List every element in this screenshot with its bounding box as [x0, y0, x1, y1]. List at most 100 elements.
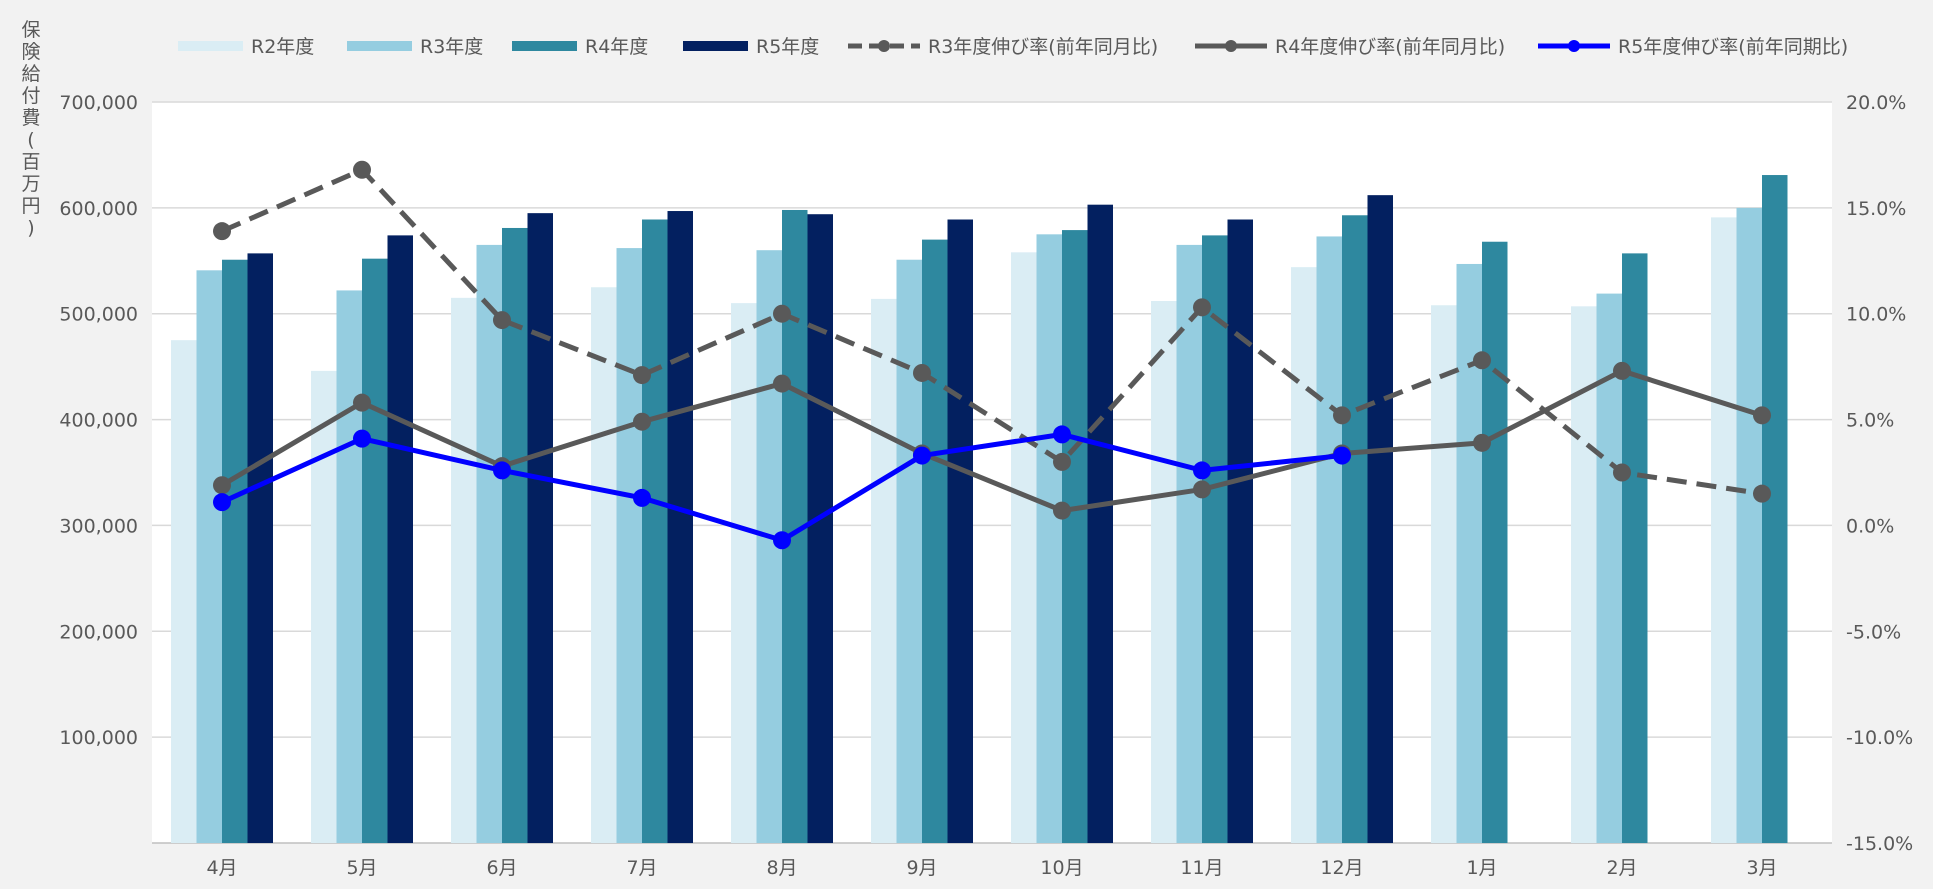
bar: [922, 239, 948, 844]
y-axis-label-char: (: [27, 129, 34, 151]
line-point: [1053, 452, 1071, 471]
y-tick-label: 400,000: [59, 410, 138, 432]
line-point: [213, 476, 231, 495]
y-tick-label: 300,000: [59, 515, 138, 537]
bar: [616, 248, 642, 843]
legend-marker: [878, 40, 890, 52]
series-line: [220, 167, 1763, 497]
legend-label: R3年度: [420, 36, 483, 58]
y-axis-right: -15.0% -10.0% -5.0% 0.0% 5.0% 10.0% 15.0% 20.0%: [1846, 92, 1913, 855]
legend-label: R2年度: [251, 36, 314, 58]
y-tick-label: 200,000: [59, 621, 138, 643]
bar: [1316, 236, 1342, 843]
y-axis-label-char: ): [27, 217, 34, 239]
bar: [171, 340, 197, 843]
bar: [502, 227, 528, 844]
bar: [642, 219, 668, 843]
legend-marker: [1225, 40, 1237, 52]
y-axis-label-char: 万: [21, 173, 40, 195]
line-point: [213, 222, 231, 241]
bar: [667, 211, 693, 844]
line-point: [1193, 461, 1211, 480]
legend-swatch: [178, 41, 243, 51]
line-series: [213, 160, 1771, 550]
line-point: [353, 160, 371, 179]
y-axis-label-char: 付: [21, 85, 40, 107]
y-tick-label: 600,000: [59, 198, 138, 220]
bar: [476, 244, 502, 843]
x-axis: 4月 5月 6月 7月 8月 9月 10月 11月 12月 1月 2月 3月: [206, 857, 1777, 879]
x-tick-label: 5月: [346, 857, 377, 879]
bar: [1456, 263, 1482, 843]
x-tick-label: 10月: [1040, 857, 1083, 879]
legend-label: R5年度伸び率(前年同期比): [1618, 36, 1848, 58]
y-tick-label: 100,000: [59, 727, 138, 749]
x-tick-label: 2月: [1606, 857, 1637, 879]
line-point: [353, 393, 371, 412]
bar: [527, 213, 553, 843]
line-point: [1193, 298, 1211, 317]
legend-label: R3年度伸び率(前年同月比): [928, 36, 1158, 58]
bar: [1711, 217, 1737, 844]
legend-label: R4年度伸び率(前年同月比): [1275, 36, 1505, 58]
bar: [731, 303, 757, 844]
x-tick-label: 8月: [766, 857, 797, 879]
legend-swatch: [683, 41, 748, 51]
bar: [591, 287, 617, 843]
bar: [1291, 267, 1317, 843]
line-point: [493, 461, 511, 480]
line-point: [913, 446, 931, 465]
y-axis-label-char: 保: [21, 19, 40, 41]
line-point: [633, 366, 651, 385]
y2-tick-label: 0.0%: [1846, 515, 1894, 537]
line-point: [1193, 480, 1211, 499]
series-line: [220, 368, 1763, 514]
x-tick-label: 6月: [486, 857, 517, 879]
bar: [1062, 230, 1088, 843]
y2-tick-label: -10.0%: [1846, 727, 1913, 749]
bar: [1596, 293, 1622, 843]
bar: [362, 258, 388, 843]
bar: [1202, 235, 1228, 843]
bar: [1762, 175, 1788, 843]
bar: [1431, 305, 1457, 843]
bar: [387, 235, 413, 843]
bar: [1367, 195, 1393, 843]
bar: [896, 259, 922, 843]
line-point: [773, 531, 791, 550]
line-point: [1053, 501, 1071, 520]
bar: [1482, 241, 1508, 843]
bar: [807, 214, 833, 844]
line-point: [1333, 446, 1351, 465]
bar: [1036, 234, 1062, 844]
plot-area: [152, 102, 1832, 843]
bar: [1176, 244, 1202, 843]
legend-marker: [1568, 40, 1580, 52]
y-axis-left: 100,000 200,000 300,000 400,000 500,000 600,0…: [59, 92, 138, 749]
bar: [871, 298, 897, 843]
legend: R2年度 R3年度 R4年度 R5年度 R3年度伸び率(前年同月比) R4年度伸び率(前年…: [178, 36, 1848, 58]
y-axis-label-char: 費: [21, 107, 40, 129]
line-point: [1333, 406, 1351, 425]
bar: [1736, 207, 1762, 843]
y-tick-label: 500,000: [59, 304, 138, 326]
x-tick-label: 12月: [1320, 857, 1363, 879]
line-point: [773, 374, 791, 393]
line-point: [633, 488, 651, 507]
y2-tick-label: -15.0%: [1846, 833, 1913, 855]
bar: [1622, 253, 1648, 843]
bar: [247, 253, 273, 843]
y-axis-label-char: 百: [21, 151, 40, 173]
legend-swatch: [512, 41, 577, 51]
bar: [336, 290, 362, 843]
y2-tick-label: 15.0%: [1846, 198, 1906, 220]
x-tick-label: 4月: [206, 857, 237, 879]
y2-tick-label: -5.0%: [1846, 621, 1901, 643]
line-point: [1473, 433, 1491, 452]
line-point: [1053, 425, 1071, 444]
legend-label: R4年度: [585, 36, 648, 58]
line-point: [213, 493, 231, 512]
legend-swatch: [347, 41, 412, 51]
